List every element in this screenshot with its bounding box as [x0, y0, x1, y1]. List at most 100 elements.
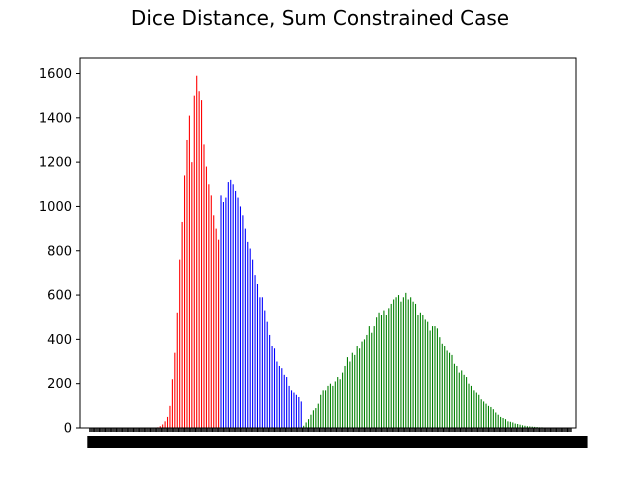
bar: [237, 197, 239, 428]
bar: [410, 297, 412, 428]
bar: [329, 383, 331, 428]
bar: [188, 115, 190, 428]
bar: [332, 385, 334, 428]
bar: [293, 392, 295, 428]
bar: [468, 383, 470, 428]
bar: [176, 312, 178, 428]
bar: [444, 346, 446, 428]
bar: [208, 184, 210, 428]
bar: [497, 414, 499, 428]
bar: [436, 328, 438, 428]
bar: [490, 406, 492, 428]
bar: [475, 392, 477, 428]
plot-frame: [79, 57, 577, 429]
bar: [500, 416, 502, 428]
bar: [171, 379, 173, 428]
y-tick-label: 200: [47, 377, 72, 392]
bar: [186, 139, 188, 429]
bar: [215, 228, 217, 428]
bar: [519, 424, 521, 428]
bar: [504, 419, 507, 428]
bar: [529, 426, 531, 428]
bar: [327, 385, 329, 428]
bar: [184, 175, 186, 428]
bar: [366, 334, 368, 428]
bar: [463, 374, 465, 428]
bar: [432, 326, 434, 428]
bar: [254, 275, 256, 428]
bar: [247, 241, 249, 428]
y-tick-label: 1200: [39, 156, 72, 171]
bar: [191, 162, 193, 428]
bar: [531, 426, 533, 428]
bar: [310, 414, 312, 428]
bar: [517, 424, 519, 428]
bar: [196, 75, 198, 428]
bar: [320, 394, 322, 428]
bar: [232, 184, 234, 428]
bar: [453, 363, 455, 428]
bar: [356, 346, 358, 428]
bar: [201, 100, 203, 428]
bar: [261, 297, 263, 428]
bar: [424, 319, 426, 428]
bar: [380, 315, 383, 428]
bar: [227, 182, 229, 428]
bar: [269, 334, 271, 428]
bar: [162, 424, 164, 428]
bar: [502, 418, 504, 428]
bar: [266, 321, 268, 428]
bar: [534, 426, 536, 428]
bar: [351, 352, 353, 428]
bar: [473, 390, 475, 428]
bar: [305, 422, 307, 428]
bar: [393, 299, 395, 428]
bar: [407, 299, 409, 428]
bar: [495, 412, 497, 428]
bar: [242, 215, 244, 428]
bar: [244, 228, 246, 428]
bar: [249, 248, 251, 428]
bar: [487, 405, 490, 428]
bar: [303, 425, 305, 428]
y-tick-label: 0: [64, 422, 72, 437]
bar: [315, 408, 317, 428]
bar: [312, 410, 314, 428]
x-tick-labels-overlap: [87, 436, 588, 448]
bar: [402, 297, 404, 428]
bar: [273, 348, 276, 428]
y-tick-label: 1000: [39, 200, 72, 215]
bar: [230, 179, 232, 428]
bar: [271, 346, 273, 428]
bar: [181, 221, 183, 428]
bar: [339, 379, 341, 428]
bar: [322, 390, 324, 428]
bar: [419, 312, 421, 428]
bar: [225, 197, 227, 428]
bar: [174, 352, 176, 428]
bar: [417, 315, 419, 428]
bar: [478, 394, 480, 428]
bar: [222, 202, 224, 428]
bar: [395, 297, 397, 428]
bar: [179, 259, 181, 428]
bar: [198, 91, 200, 428]
y-axis: 0 200 400 600 800 1000 1200 1400 1600: [39, 67, 80, 437]
bar: [295, 394, 297, 428]
bar: [492, 409, 494, 428]
bar: [429, 330, 431, 428]
y-tick-label: 1600: [39, 67, 72, 82]
bar: [388, 308, 390, 428]
bar: [458, 372, 460, 428]
bar: [205, 166, 207, 428]
bar: [509, 421, 511, 428]
bar: [354, 354, 356, 428]
bar: [281, 368, 283, 428]
bar: [344, 365, 346, 428]
bar: [483, 401, 485, 428]
bar: [334, 381, 336, 428]
bar: [349, 361, 351, 428]
bar: [290, 390, 293, 428]
bar: [446, 350, 448, 428]
